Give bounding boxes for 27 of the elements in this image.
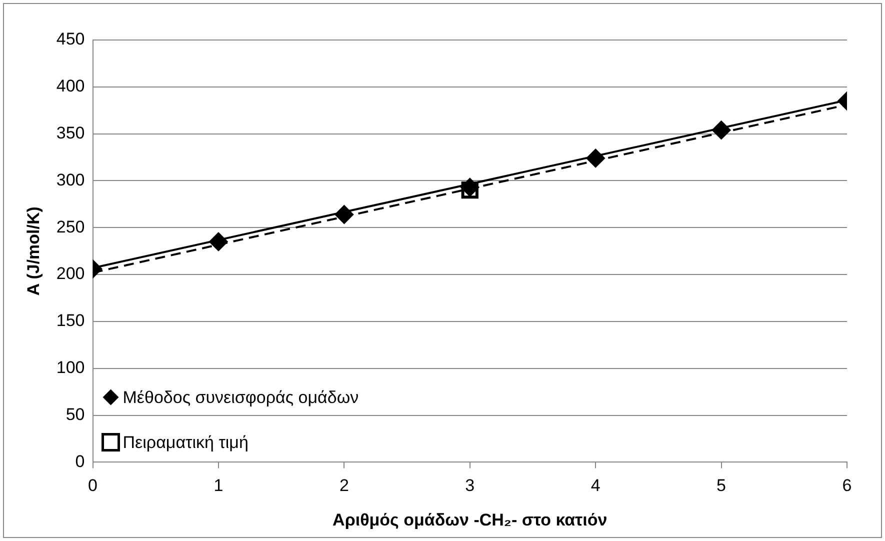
x-tick-label: 0 bbox=[88, 476, 98, 496]
y-tick-label: 50 bbox=[66, 404, 85, 424]
y-tick-label: 250 bbox=[56, 217, 85, 236]
y-tick-label: 0 bbox=[75, 452, 85, 471]
y-tick-label: 150 bbox=[56, 311, 85, 330]
y-tick-label: 400 bbox=[56, 76, 85, 96]
point bbox=[712, 120, 731, 140]
y-tick-label: 200 bbox=[56, 264, 85, 284]
point bbox=[334, 205, 354, 224]
point bbox=[461, 182, 478, 199]
x-axis-title: Αριθμός ομάδων -CH₂- στο κατιόν bbox=[332, 510, 608, 530]
y-axis-title: A (J/mol/K) bbox=[24, 206, 43, 296]
y-tick-label: 100 bbox=[56, 358, 85, 378]
x-tick-label: 1 bbox=[214, 476, 224, 496]
point bbox=[460, 178, 480, 197]
y-tick-label: 350 bbox=[56, 124, 85, 143]
legend-label: Πειραματική τιμή bbox=[122, 432, 248, 452]
x-tick-label: 6 bbox=[842, 476, 852, 496]
y-tick-label: 300 bbox=[56, 170, 85, 190]
legend-label: Μέθοδος συνεισφοράς ομάδων bbox=[122, 388, 359, 407]
y-tick-label: 450 bbox=[56, 30, 85, 49]
point bbox=[586, 148, 606, 168]
x-tick-label: 3 bbox=[465, 476, 475, 496]
x-tick-label: 5 bbox=[716, 476, 726, 496]
x-tick-label: 2 bbox=[339, 476, 349, 496]
point bbox=[208, 232, 228, 252]
x-tick-label: 4 bbox=[590, 476, 600, 496]
